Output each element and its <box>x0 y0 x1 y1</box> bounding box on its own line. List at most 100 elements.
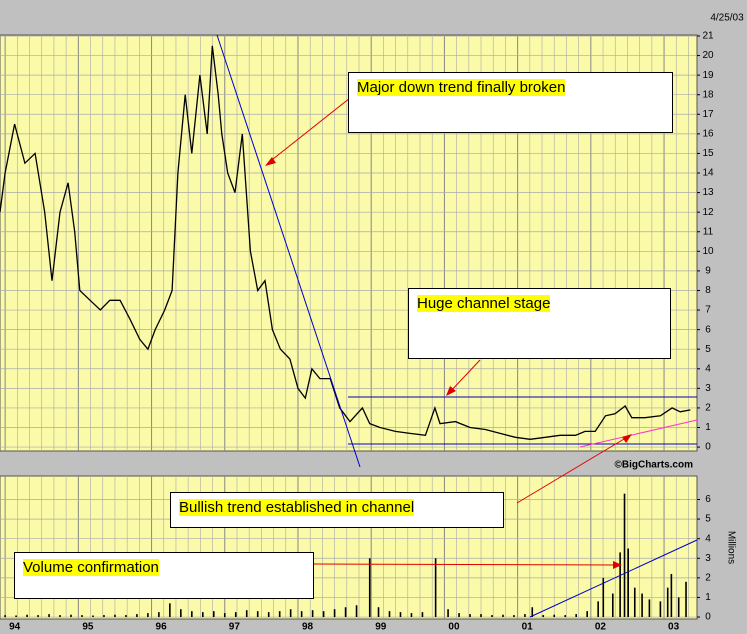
volume-bar <box>659 601 662 618</box>
y-axis-label: Millions <box>725 531 736 564</box>
volume-bar <box>125 615 127 618</box>
volume-bar <box>491 615 493 618</box>
annotation: Huge channel stage <box>417 295 551 312</box>
x-tick-label: 96 <box>156 622 168 633</box>
x-tick-label: 03 <box>668 622 680 633</box>
volume-bar <box>256 611 259 618</box>
volume-bar <box>399 612 402 618</box>
volume-bar <box>434 558 437 618</box>
volume-bar <box>322 611 325 618</box>
volume-bar <box>597 601 599 618</box>
volume-bar <box>169 603 171 618</box>
y-tick-label: 6 <box>705 324 711 335</box>
annotation-box: Huge channel stage <box>408 288 671 359</box>
bull-trend-line <box>579 419 698 448</box>
y-tick-label: 1 <box>705 422 711 433</box>
marks <box>0 45 691 618</box>
volume-bar <box>612 593 614 618</box>
x-tick-label: 02 <box>595 622 607 633</box>
volume-bar <box>627 548 629 618</box>
date: 4/25/03 <box>710 13 744 24</box>
volume-bar <box>158 612 160 618</box>
volume-bar <box>202 612 204 618</box>
annotation: Volume confirmation <box>23 559 159 576</box>
volume-bar <box>368 558 371 618</box>
volume-bar <box>26 614 28 618</box>
volume-bar <box>180 609 182 618</box>
volume-bar <box>619 552 621 618</box>
volume-bar <box>685 581 687 618</box>
volume-bar <box>388 611 391 618</box>
volume-bar <box>355 605 358 618</box>
volume-bar <box>136 614 138 618</box>
arrowhead <box>622 434 632 443</box>
y-tick-label: 5 <box>705 514 711 525</box>
annotation-box: Major down trend finally broken <box>348 72 673 133</box>
y-tick-label: 3 <box>705 553 711 564</box>
volume-bar <box>513 615 515 618</box>
volume-bar <box>212 611 215 618</box>
y-tick-label: 13 <box>702 187 714 198</box>
annotation: Major down trend finally broken <box>357 79 566 96</box>
price-line <box>0 45 691 440</box>
volume-bar <box>15 615 17 618</box>
arrow <box>267 97 351 164</box>
arrowhead <box>265 157 276 166</box>
volume-bar <box>480 614 482 618</box>
overlays <box>216 34 698 618</box>
volume-bar <box>278 611 281 618</box>
y-tick-label: 16 <box>702 129 714 140</box>
y-tick-label: 2 <box>705 403 711 414</box>
volume-bar <box>267 612 270 618</box>
x-tick-label: 99 <box>375 622 387 633</box>
volume-bar <box>103 615 105 618</box>
volume-bar <box>586 611 588 618</box>
x-tick-label: 95 <box>82 622 94 633</box>
volume-bar <box>59 615 61 618</box>
y-tick-label: 17 <box>702 109 714 120</box>
source: ©BigCharts.com <box>615 460 694 471</box>
y-tick-label: 8 <box>705 285 711 296</box>
volume-trend-line <box>529 539 698 618</box>
y-tick-label: 2 <box>705 573 711 584</box>
volume-bar <box>623 493 626 618</box>
y-tick-label: 9 <box>705 266 711 277</box>
y-tick-label: 12 <box>702 207 714 218</box>
volume-bar <box>633 587 636 618</box>
arrowhead <box>613 561 622 569</box>
arrow <box>516 435 630 504</box>
volume-bar <box>344 607 347 618</box>
y-tick-label: 6 <box>705 494 711 505</box>
y-tick-label: 5 <box>705 344 711 355</box>
y-tick-label: 0 <box>705 442 711 453</box>
volume-bar <box>564 615 567 618</box>
downtrend-line <box>216 34 361 468</box>
volume-bar <box>37 615 39 618</box>
volume-bar <box>602 577 605 618</box>
volume-bar <box>4 615 6 618</box>
y-tick-label: 0 <box>705 612 711 623</box>
volume-bar <box>333 609 336 618</box>
y-tick-label: 14 <box>702 168 714 179</box>
volume-bar <box>92 615 94 618</box>
volume-bar <box>377 607 380 618</box>
arrow <box>312 563 617 566</box>
x-tick-label: 01 <box>522 622 534 633</box>
volume-bar <box>234 612 237 618</box>
x-tick-label: 94 <box>9 622 21 633</box>
volume-bar <box>469 614 471 618</box>
volume-bar <box>447 609 449 618</box>
volume-bar <box>575 614 577 618</box>
volume-bar <box>421 612 424 618</box>
x-tick-label: 98 <box>302 622 314 633</box>
volume-bar <box>524 614 526 618</box>
x-tick-label: 00 <box>448 622 460 633</box>
y-tick-label: 3 <box>705 383 711 394</box>
volume-bar <box>531 607 534 618</box>
y-tick-label: 15 <box>702 148 714 159</box>
annotation: Bullish trend established in channel <box>179 499 415 516</box>
volume-bar <box>245 610 248 618</box>
volume-bar <box>300 611 303 618</box>
volume-bar <box>553 614 556 618</box>
